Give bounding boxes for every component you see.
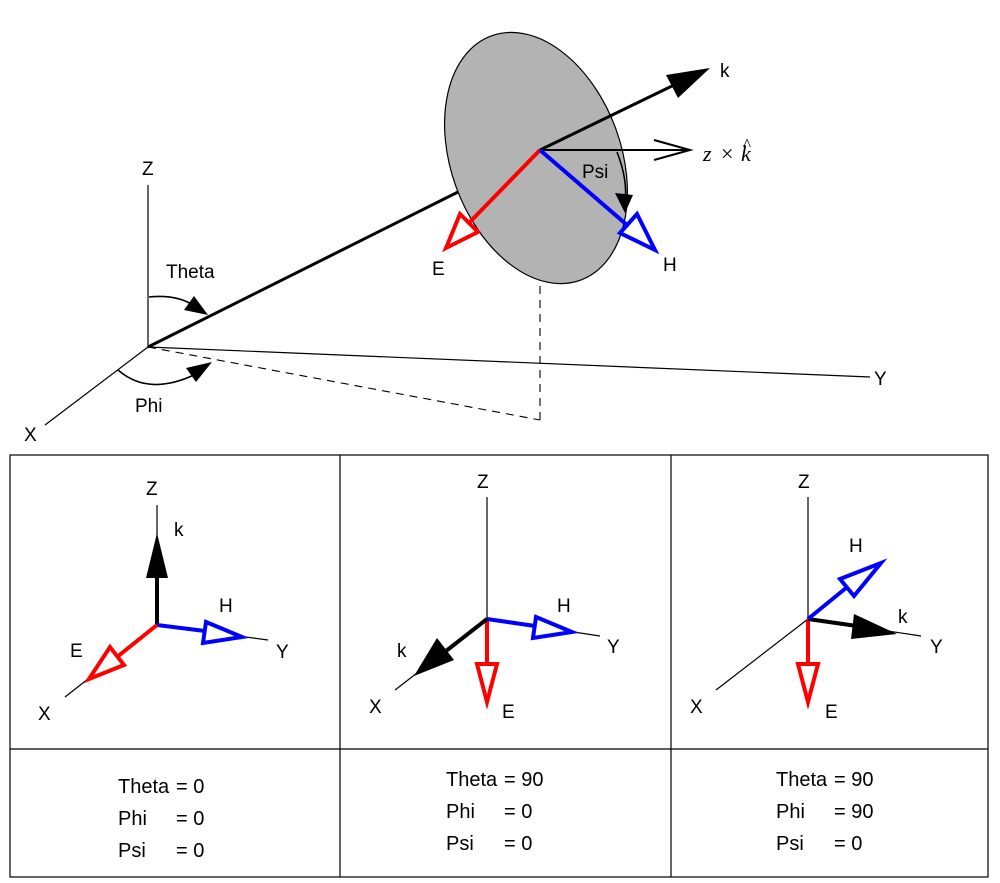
panel-2-k-label: k xyxy=(397,641,407,662)
panel-1-e-vector xyxy=(115,623,159,659)
panel-3-caption: Theta = 90 Phi = 90 Psi = 0 xyxy=(776,769,874,855)
panel-3-x-label: X xyxy=(690,697,703,718)
caption-value: = 0 xyxy=(176,808,204,830)
panel-3-k-vector xyxy=(807,617,858,628)
panel-3-z-label: Z xyxy=(798,472,810,493)
panel-3-x-axis xyxy=(715,618,809,691)
k-arrowhead xyxy=(666,68,710,98)
caption-value: = 90 xyxy=(504,769,544,791)
panel-3-e-label: E xyxy=(825,702,838,723)
panel-3-k-label: k xyxy=(898,607,908,628)
panel-1-h-label: H xyxy=(219,596,233,617)
panel-1-y-label: Y xyxy=(276,642,289,663)
z-cross-k-label-hat: ^ xyxy=(743,135,751,154)
theta-label: Theta xyxy=(166,262,215,283)
panel-2-z-label: Z xyxy=(477,472,489,493)
panel-1-e-arrowhead xyxy=(83,643,128,684)
wavefront-plane xyxy=(443,31,629,285)
table-border xyxy=(9,454,989,878)
e-arrowhead xyxy=(442,210,482,253)
panel-2-e-label: E xyxy=(502,702,515,723)
h-arrowhead xyxy=(616,210,660,255)
caption-value: = 0 xyxy=(834,833,862,855)
panel-1-h-vector xyxy=(156,623,206,633)
panel-2-y-label: Y xyxy=(607,637,620,658)
caption-value: = 0 xyxy=(504,833,532,855)
panel-1-caption: Theta = 0 Phi = 0 Psi = 0 xyxy=(118,776,204,862)
examples-table xyxy=(9,454,989,878)
panel-1-e-label: E xyxy=(70,641,83,662)
caption-name: Psi xyxy=(776,833,804,855)
panel-1-z-label: Z xyxy=(146,479,158,500)
psi-arrowhead xyxy=(615,193,633,213)
panel-2-x-label: X xyxy=(369,697,382,718)
panel-3-h-label: H xyxy=(849,536,863,557)
caption-value: = 90 xyxy=(834,801,874,823)
panel-3-k-arrowhead xyxy=(851,614,897,639)
caption-name: Theta xyxy=(118,776,170,798)
caption-name: Phi xyxy=(446,801,475,823)
panel-2-caption: Theta = 90 Phi = 0 Psi = 0 xyxy=(446,769,544,855)
panel-1: Z k H Y E X xyxy=(38,479,289,725)
caption-name: Phi xyxy=(118,808,147,830)
panel-2-h-label: H xyxy=(557,596,571,617)
phi-arrowhead xyxy=(186,362,212,382)
caption-value: = 0 xyxy=(504,801,532,823)
caption-name: Phi xyxy=(776,801,805,823)
panel-1-k-arrowhead xyxy=(146,533,168,578)
panel-3-h-vector xyxy=(806,586,848,621)
theta-arrowhead xyxy=(184,296,208,315)
panel-2-e-arrowhead xyxy=(474,662,500,710)
x-label: X xyxy=(24,425,37,446)
z-label: Z xyxy=(142,159,154,180)
x-axis xyxy=(44,346,149,426)
panel-1-k-label: k xyxy=(174,520,184,541)
caption-name: Psi xyxy=(446,833,474,855)
panel-3-e-arrowhead xyxy=(795,662,821,710)
caption-name: Theta xyxy=(446,769,498,791)
caption-value: = 90 xyxy=(834,769,874,791)
main-diagram: k z × k ^ Psi E H Z Theta Phi X Y xyxy=(24,31,887,446)
e-label: E xyxy=(432,259,445,280)
projection-line xyxy=(147,346,541,421)
h-label: H xyxy=(663,255,677,276)
e-vector xyxy=(464,148,542,228)
psi-label: Psi xyxy=(582,162,608,183)
z-cross-k-label-z: z xyxy=(702,141,712,166)
panel-1-h-arrowhead xyxy=(200,619,250,646)
panel-2: Z H Y k E X xyxy=(369,472,620,723)
h-vector xyxy=(538,148,629,227)
panel-3-h-arrowhead xyxy=(836,558,888,600)
panel-3-y-label: Y xyxy=(930,637,943,658)
panel-2-k-arrowhead xyxy=(414,638,454,676)
y-axis xyxy=(147,346,871,378)
phi-label: Phi xyxy=(135,396,162,417)
k-direction-line xyxy=(147,184,471,349)
panel-3: Z H k Y E X xyxy=(690,472,943,723)
y-label: Y xyxy=(874,369,887,390)
k-vector xyxy=(539,84,673,152)
z-cross-k-label-k: k xyxy=(741,141,752,166)
panel-1-x-label: X xyxy=(38,704,51,725)
z-cross-k-label-times: × xyxy=(721,141,733,166)
k-label: k xyxy=(720,61,730,82)
caption-name: Theta xyxy=(776,769,828,791)
caption-value: = 0 xyxy=(176,776,204,798)
panel-2-h-vector xyxy=(486,617,536,628)
panel-2-h-arrowhead xyxy=(530,614,580,641)
caption-name: Psi xyxy=(118,840,146,862)
phi-arc xyxy=(117,369,201,386)
caption-value: = 0 xyxy=(176,840,204,862)
z-cross-k-arrowhead xyxy=(653,139,694,161)
panel-2-k-vector xyxy=(444,617,489,653)
